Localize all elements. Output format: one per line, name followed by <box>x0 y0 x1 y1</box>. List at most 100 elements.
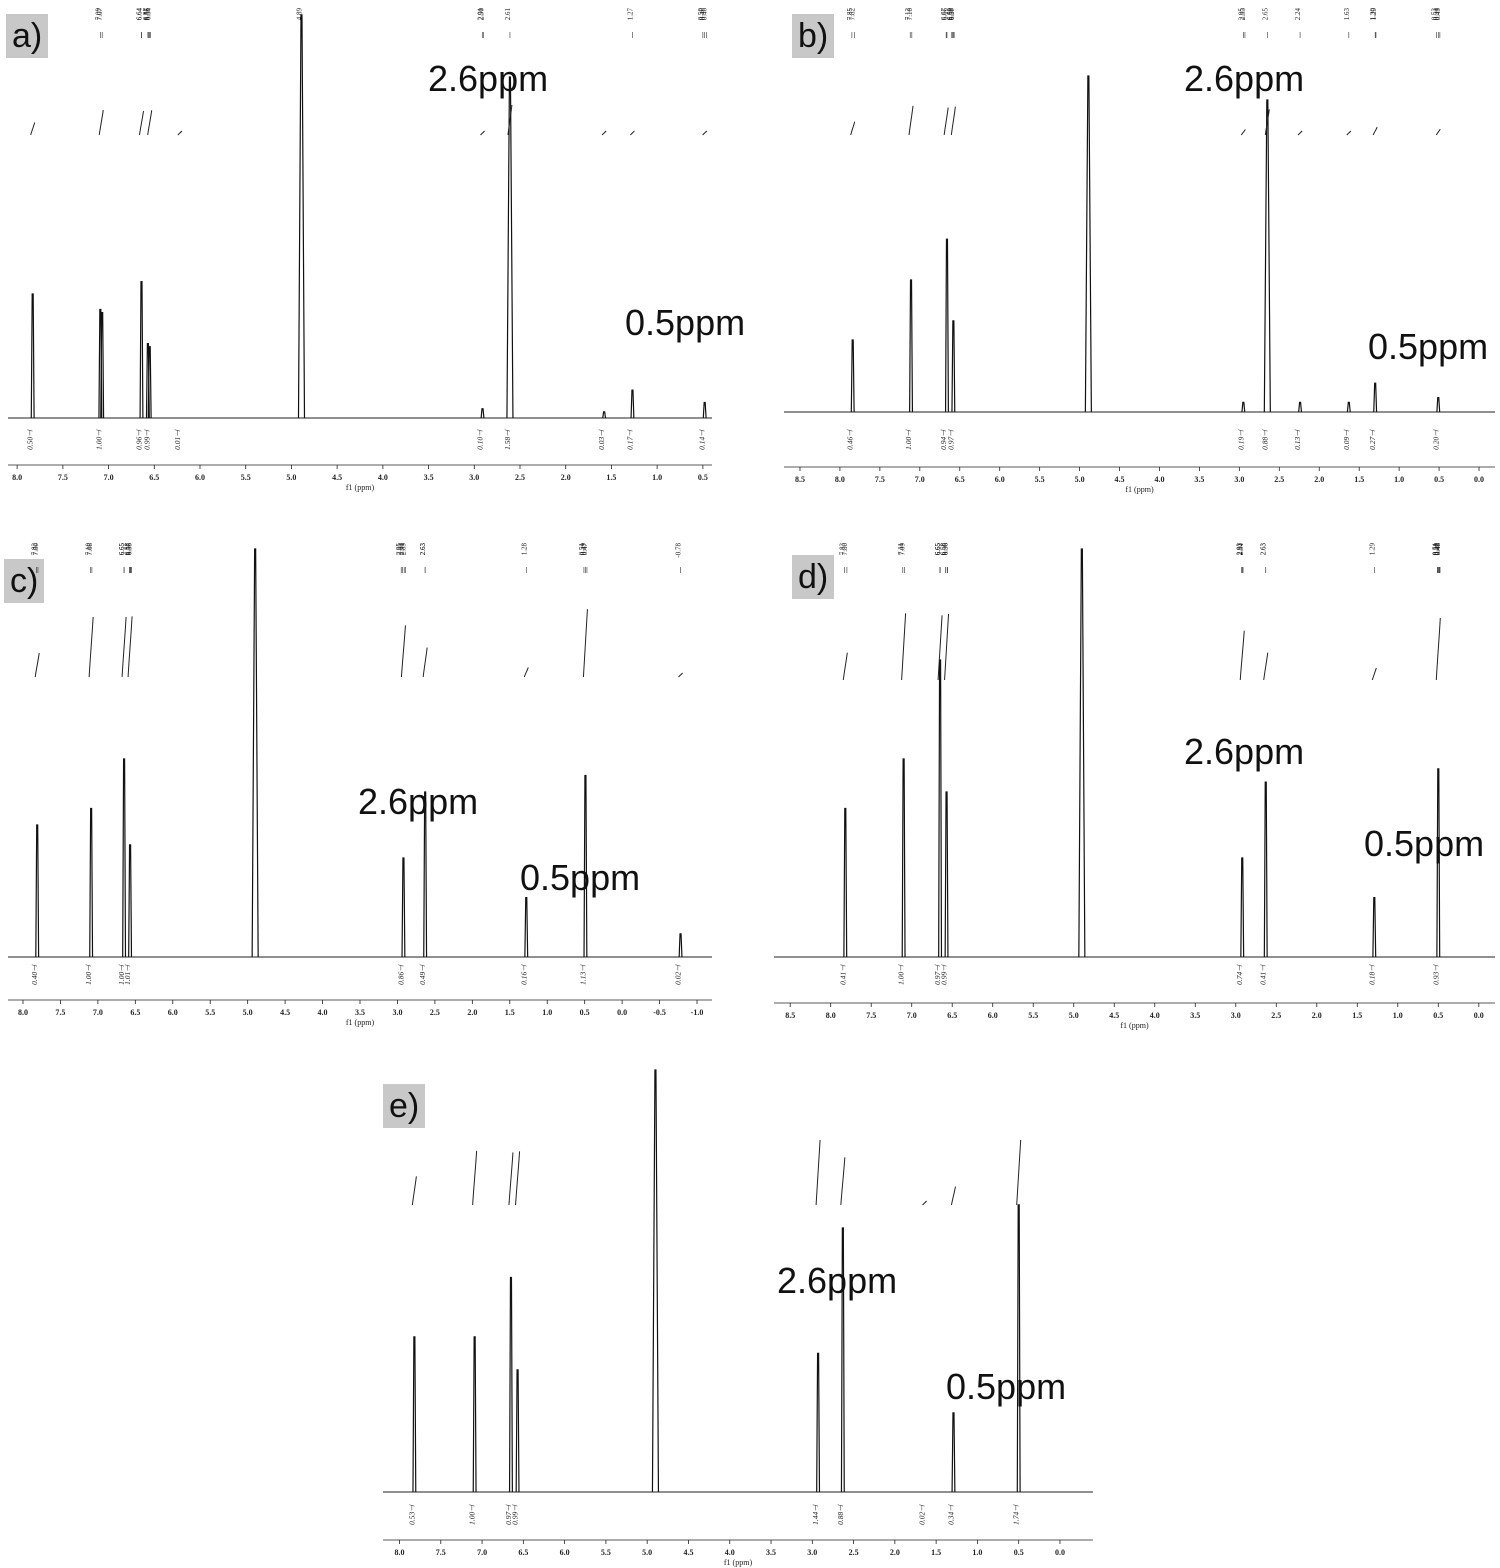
integral-curve <box>98 109 104 136</box>
integral-value: 0.19⊣ <box>1236 429 1245 450</box>
spectrum-peak <box>944 791 949 958</box>
integral-curve <box>943 107 949 136</box>
x-tick-label: 6.0 <box>195 473 205 482</box>
peak-shift-label: 6.55 <box>126 543 134 556</box>
x-tick-label: 3.5 <box>766 1548 776 1557</box>
integral-curve <box>1239 630 1245 681</box>
x-tick-label: 5.0 <box>642 1548 652 1557</box>
integral-curve <box>1264 109 1270 136</box>
peak-shift-label: 1.30 <box>1369 8 1377 21</box>
integral-curve <box>937 615 943 681</box>
x-tick-label: 0.0 <box>617 1008 627 1017</box>
peak-shift-label: 7.09 <box>898 543 906 556</box>
integral-curve <box>1346 130 1352 136</box>
spectrum-peak <box>1016 1204 1021 1493</box>
integral-value: 0.88⊣ <box>836 1504 845 1525</box>
x-tick-label: 8.0 <box>12 473 22 482</box>
integral-curve <box>1297 130 1303 136</box>
integral-value: 1.00⊣ <box>904 429 913 450</box>
spectrum-peak <box>583 774 588 958</box>
integral-value: 1.00⊣ <box>468 1504 477 1525</box>
peak-shift-label: 2.91 <box>1237 543 1245 556</box>
peak-shift-label: 2.91 <box>398 543 406 556</box>
spectrum-peak <box>944 238 949 413</box>
integral-value: 0.88⊣ <box>1260 429 1269 450</box>
peak-shift-label: 2.95 <box>395 543 403 556</box>
peak-shift-label: 7.80 <box>32 543 40 556</box>
peak-shift-label: 2.24 <box>1294 8 1302 21</box>
peak-shift-label: 6.56 <box>143 8 151 21</box>
panel-label-e: e) <box>383 1084 426 1128</box>
integral-curve <box>88 616 94 678</box>
x-tick-label: 8.0 <box>835 475 845 484</box>
peak-shift-label: 2.91 <box>477 8 485 21</box>
annotation-2-6ppm: 2.6ppm <box>1184 731 1305 772</box>
peak-shift-label: 6.64 <box>135 8 143 21</box>
x-tick-label: 2.5 <box>430 1008 440 1017</box>
integral-curve <box>121 616 127 678</box>
integral-curve <box>950 1186 956 1206</box>
integral-curve <box>678 672 683 678</box>
spectrum-peak <box>423 791 428 958</box>
peak-shift-label: 6.56 <box>125 543 133 556</box>
spectrum-peak <box>508 1276 513 1493</box>
x-axis-label: f1 (ppm) <box>1125 485 1154 494</box>
x-axis-label: f1 (ppm) <box>724 1558 753 1567</box>
spectrum-panel-e: e) 0.53⊣ 1.00⊣ 0.97⊣ 0.99⊣ 1.44⊣ 0.88⊣ 0.02⊣ 0.… <box>375 1069 1100 1567</box>
peak-shift-label: 4.89 <box>295 8 303 21</box>
peak-shift-label: 1.63 <box>1343 8 1351 21</box>
integral-curve <box>138 110 144 136</box>
x-tick-label: 4.0 <box>1150 1011 1160 1020</box>
integral-value: 0.46⊣ <box>846 429 855 450</box>
x-tick-label: 2.5 <box>1274 475 1284 484</box>
peak-shift-label: 6.58 <box>940 543 948 556</box>
peak-shift-label: 2.63 <box>1260 543 1268 556</box>
spectrum-peak <box>1078 548 1086 958</box>
peak-shift-label: 6.56 <box>941 543 949 556</box>
spectrum-peak <box>128 844 133 958</box>
peak-shift-label: 2.93 <box>397 543 405 556</box>
spectrum-peak <box>901 758 906 958</box>
x-tick-label: 6.0 <box>168 1008 178 1017</box>
x-tick-label: 7.0 <box>477 1548 487 1557</box>
x-tick-label: 5.5 <box>241 473 251 482</box>
x-tick-label: 2.5 <box>1271 1011 1281 1020</box>
spectrum-peak <box>89 807 94 958</box>
spectrum-peak <box>1263 781 1268 958</box>
peak-shift-label: 6.58 <box>940 543 948 556</box>
spectrum-peak <box>850 339 855 413</box>
x-tick-label: 3.0 <box>807 1548 817 1557</box>
spectrum-peak <box>297 14 306 419</box>
integral-value: 1.00⊣ <box>84 964 93 985</box>
peak-shift-label: 0.48 <box>1434 543 1442 556</box>
panel-label-a: a) <box>6 14 49 58</box>
x-tick-label: 1.5 <box>606 473 616 482</box>
x-tick-label: 3.5 <box>1194 475 1204 484</box>
integral-value: 1.01⊣ <box>123 964 132 985</box>
x-tick-label: 6.0 <box>988 1011 998 1020</box>
peak-shift-label: 2.65 <box>1261 8 1269 21</box>
spectrum-peak <box>1240 857 1245 958</box>
integral-curve <box>472 1150 478 1206</box>
integral-curve <box>922 1200 927 1206</box>
integral-curve <box>1435 128 1441 136</box>
peak-shift-label: 0.46 <box>701 8 709 21</box>
x-tick-label: 5.5 <box>601 1548 611 1557</box>
integral-value: 0.13⊣ <box>1293 429 1302 450</box>
integral-value: 0.41⊣ <box>838 964 847 985</box>
integral-curve <box>1263 652 1269 681</box>
spectrum-peak <box>1298 401 1303 413</box>
peak-shift-label: 2.92 <box>1236 543 1244 556</box>
spectrum-peak <box>843 807 848 958</box>
x-tick-label: 6.5 <box>947 1011 957 1020</box>
x-tick-label: 6.5 <box>955 475 965 484</box>
x-tick-label: 3.5 <box>424 473 434 482</box>
peak-shift-label: 0.53 <box>1431 8 1439 21</box>
peak-shift-label: 6.56 <box>941 543 949 556</box>
x-tick-label: 2.0 <box>561 473 571 482</box>
x-tick-label: 1.0 <box>652 473 662 482</box>
integral-curve <box>630 130 635 136</box>
x-tick-label: 3.5 <box>355 1008 365 1017</box>
spectrum-peak <box>678 933 683 958</box>
peak-shift-label: 0.48 <box>699 8 707 21</box>
